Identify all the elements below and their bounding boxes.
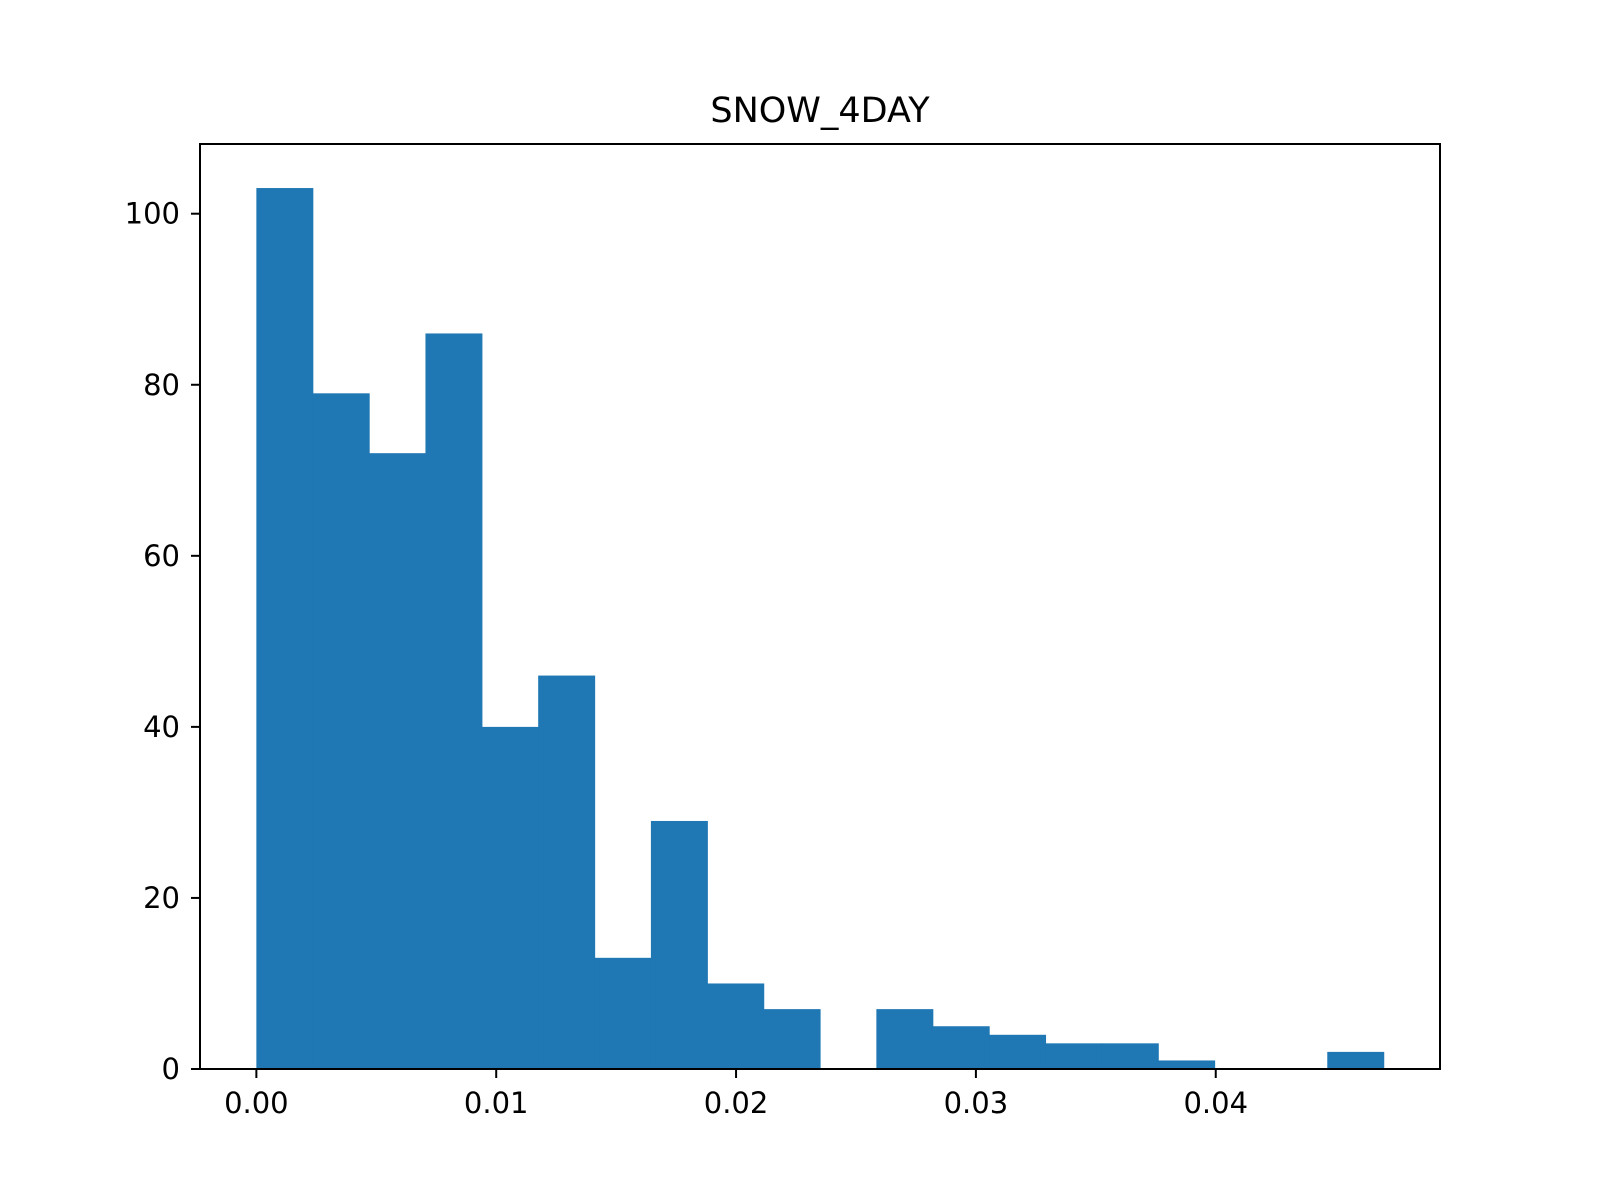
- histogram-bar: [1158, 1060, 1216, 1069]
- x-tick-label: 0.02: [704, 1086, 769, 1120]
- histogram-bar: [707, 983, 765, 1069]
- y-tick-label: 80: [143, 368, 180, 402]
- y-tick-label: 60: [143, 539, 180, 573]
- histogram-bar: [1327, 1051, 1385, 1069]
- y-axis: 0 20 40 60 80 100: [125, 197, 200, 1086]
- histogram-bar: [876, 1009, 934, 1069]
- x-tick-label: 0.00: [224, 1086, 289, 1120]
- plot-frame: [199, 143, 1441, 1070]
- y-tick-label: 20: [143, 881, 180, 915]
- x-axis: 0.00 0.01 0.02 0.03 0.04: [224, 1069, 1248, 1120]
- x-tick-label: 0.04: [1183, 1086, 1248, 1120]
- y-tick-label: 40: [143, 710, 180, 744]
- bars-group: [256, 188, 1385, 1070]
- histogram-bar: [312, 393, 370, 1069]
- y-tick-label: 0: [162, 1052, 180, 1086]
- chart-title: SNOW_4DAY: [710, 91, 930, 131]
- x-tick-label: 0.01: [464, 1086, 529, 1120]
- histogram-bar: [481, 726, 539, 1069]
- histogram-bar: [1045, 1043, 1103, 1069]
- y-tick-label: 100: [125, 197, 180, 231]
- x-tick-label: 0.03: [944, 1086, 1009, 1120]
- histogram-bar: [425, 333, 483, 1070]
- histogram-bar: [650, 820, 708, 1069]
- histogram-bar: [989, 1034, 1047, 1069]
- histogram-bar: [538, 675, 596, 1069]
- histogram-bar: [763, 1009, 821, 1069]
- histogram-bar: [369, 453, 427, 1070]
- histogram-bar: [256, 188, 314, 1070]
- histogram-bar: [1101, 1043, 1159, 1069]
- histogram-bar: [594, 957, 652, 1069]
- histogram-bar: [932, 1026, 990, 1069]
